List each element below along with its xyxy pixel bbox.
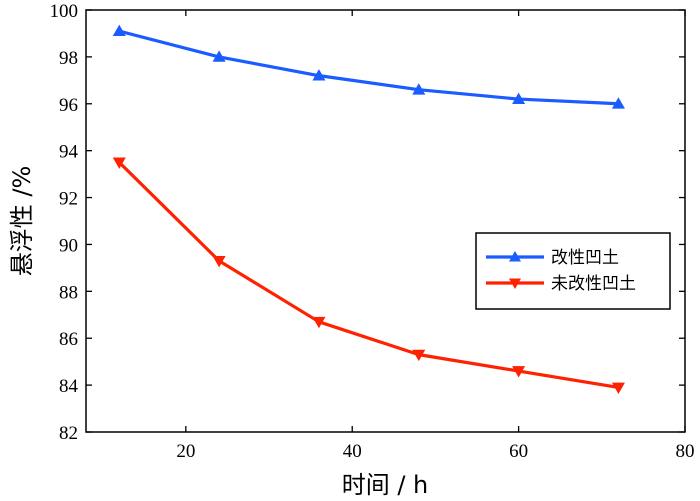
- y-axis-label: 悬浮性 /%: [8, 166, 36, 277]
- data-point: [512, 366, 526, 378]
- data-point: [312, 316, 326, 329]
- data-point: [412, 349, 426, 362]
- y-tick-label: 100: [50, 1, 79, 22]
- data-point: [112, 157, 126, 169]
- y-tick-label: 92: [59, 189, 78, 210]
- y-tick-label: 94: [59, 142, 79, 163]
- legend-box: [475, 232, 671, 310]
- data-point: [312, 69, 326, 81]
- legend-marker: [509, 251, 521, 262]
- data-point: [611, 382, 625, 394]
- data-point: [212, 50, 226, 62]
- y-tick-label: 84: [59, 376, 79, 397]
- data-point: [112, 24, 126, 36]
- plot-frame: [85, 9, 686, 433]
- y-tick-label: 96: [59, 95, 78, 116]
- ticks-layer: 20 40 60 80 82 84 86 88 90 92 94 96 98 100: [50, 1, 695, 462]
- y-tick-label: 90: [59, 235, 78, 256]
- series-line: [118, 161, 619, 390]
- series-2: [112, 157, 625, 394]
- y-tick-label: 82: [59, 423, 78, 444]
- series-1: [112, 24, 625, 109]
- y-tick-label: 88: [59, 282, 78, 303]
- legend-label: 改性凹土: [551, 248, 619, 268]
- legend-label: 未改性凹土: [551, 274, 636, 294]
- data-point: [611, 97, 625, 109]
- data-point: [512, 92, 526, 104]
- data-point: [412, 83, 426, 95]
- series-layer: [112, 24, 625, 394]
- series-line: [118, 29, 619, 106]
- x-tick-label: 80: [676, 441, 695, 462]
- y-tick-label: 86: [59, 329, 78, 350]
- legend-marker: [509, 278, 521, 289]
- x-tick-label: 60: [509, 441, 528, 462]
- x-axis-label: 时间 / h: [342, 471, 429, 499]
- x-tick-label: 40: [343, 441, 362, 462]
- x-tick-label: 20: [176, 441, 195, 462]
- y-tick-label: 98: [59, 48, 78, 69]
- data-point: [212, 255, 226, 268]
